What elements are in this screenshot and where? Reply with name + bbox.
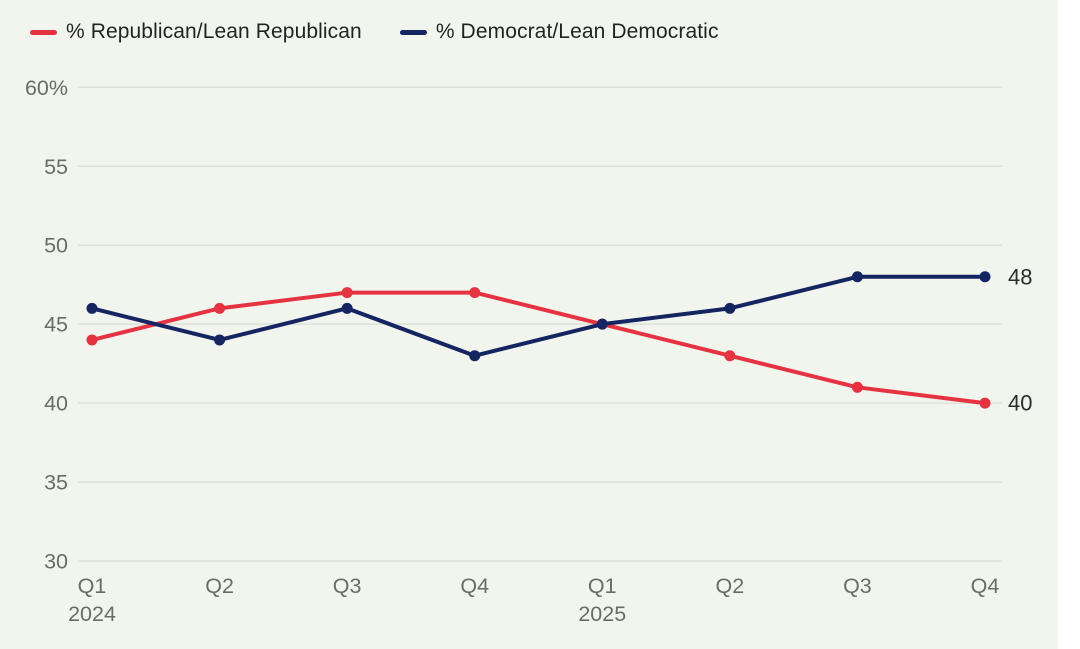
data-point <box>469 350 481 362</box>
x-year-label: 2025 <box>578 602 626 626</box>
x-tick-label: Q4 <box>971 574 1000 598</box>
democrat-line-swatch <box>399 29 427 35</box>
data-point <box>724 302 736 314</box>
data-point <box>724 350 736 362</box>
data-point <box>86 334 98 346</box>
y-tick-label: 40 <box>44 392 68 416</box>
y-tick-label: 45 <box>44 313 68 337</box>
x-tick-label: Q2 <box>716 574 745 598</box>
legend-item-republican: % Republican/Lean Republican <box>30 20 362 44</box>
y-tick-label: 30 <box>44 550 68 574</box>
y-tick-label: 35 <box>44 471 68 495</box>
republican-line-swatch <box>30 29 57 35</box>
series-end-label: 48 <box>1008 264 1032 289</box>
x-tick-label: Q3 <box>333 574 362 598</box>
legend-label-democrat: % Democrat/Lean Democratic <box>435 20 719 43</box>
data-point <box>341 287 353 299</box>
data-point <box>596 318 608 330</box>
data-point <box>851 271 863 283</box>
series-line-democrat <box>90 274 987 358</box>
data-point <box>851 381 863 393</box>
x-year-label: 2024 <box>68 602 116 626</box>
data-point <box>86 302 98 314</box>
y-tick-label: 50 <box>44 234 68 258</box>
data-point <box>979 397 991 409</box>
series-end-label: 40 <box>1008 391 1032 416</box>
data-point <box>469 287 481 299</box>
legend-item-democrat: % Democrat/Lean Democratic <box>399 20 719 44</box>
right-margin <box>1058 0 1080 649</box>
data-point <box>214 302 226 314</box>
data-point <box>214 334 226 346</box>
x-tick-label: Q1 <box>78 574 107 598</box>
x-tick-label: Q1 <box>588 574 617 598</box>
x-tick-label: Q2 <box>205 574 234 598</box>
data-point <box>979 271 991 283</box>
series-line-republican <box>90 290 987 406</box>
y-tick-label: 55 <box>44 155 68 179</box>
data-point <box>341 302 353 314</box>
x-tick-label: Q4 <box>460 574 489 598</box>
legend-label-republican: % Republican/Lean Republican <box>66 20 362 43</box>
x-tick-label: Q3 <box>843 574 872 598</box>
y-tick-label: 60% <box>25 76 68 100</box>
legend: % Republican/Lean Republican % Democrat/… <box>30 20 719 44</box>
